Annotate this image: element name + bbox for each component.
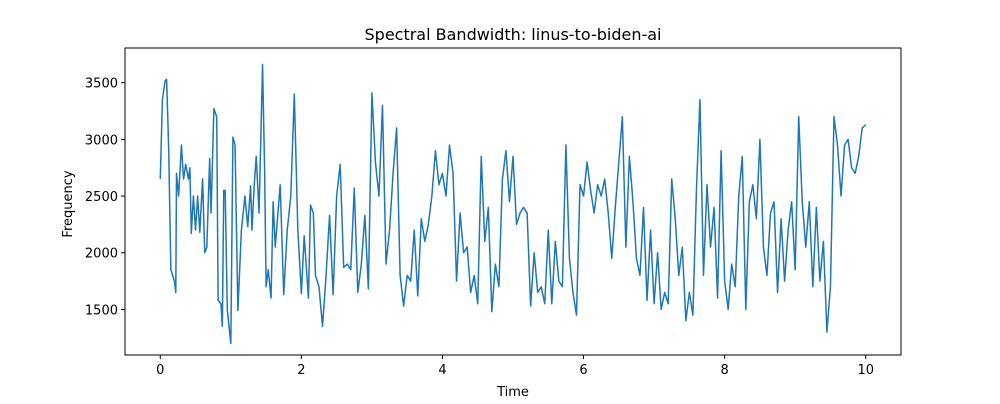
y-tick-label: 2500: [85, 190, 118, 205]
chart-title: Spectral Bandwidth: linus-to-biden-ai: [365, 25, 662, 44]
y-tick-label: 3000: [85, 133, 118, 148]
y-tick-label: 2000: [85, 247, 118, 262]
axes-frame: [124, 47, 902, 356]
x-tick-label: 4: [438, 363, 446, 378]
y-tick-label: 1500: [85, 303, 118, 318]
x-tick-label: 0: [156, 363, 164, 378]
x-tick-label: 8: [720, 363, 728, 378]
x-tick-label: 2: [297, 363, 305, 378]
data-line: [159, 63, 867, 345]
x-tick-label: 10: [857, 363, 874, 378]
y-axis-label: Frequency: [61, 170, 76, 237]
x-axis-label: Time: [496, 385, 529, 400]
x-tick-label: 6: [579, 363, 587, 378]
y-tick-label: 3500: [85, 77, 118, 92]
